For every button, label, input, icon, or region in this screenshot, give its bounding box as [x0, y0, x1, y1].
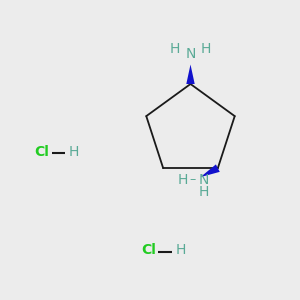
Text: H: H	[201, 41, 211, 56]
Text: H: H	[69, 145, 80, 158]
Text: Cl: Cl	[34, 145, 50, 158]
Text: Cl: Cl	[141, 244, 156, 257]
Text: –: –	[190, 173, 196, 186]
Polygon shape	[186, 64, 195, 84]
Text: H: H	[177, 172, 188, 187]
Text: H: H	[198, 185, 208, 199]
Text: N: N	[185, 46, 196, 61]
Polygon shape	[200, 164, 220, 177]
Text: H: H	[170, 41, 180, 56]
Text: H: H	[176, 244, 186, 257]
Text: N: N	[198, 172, 208, 187]
